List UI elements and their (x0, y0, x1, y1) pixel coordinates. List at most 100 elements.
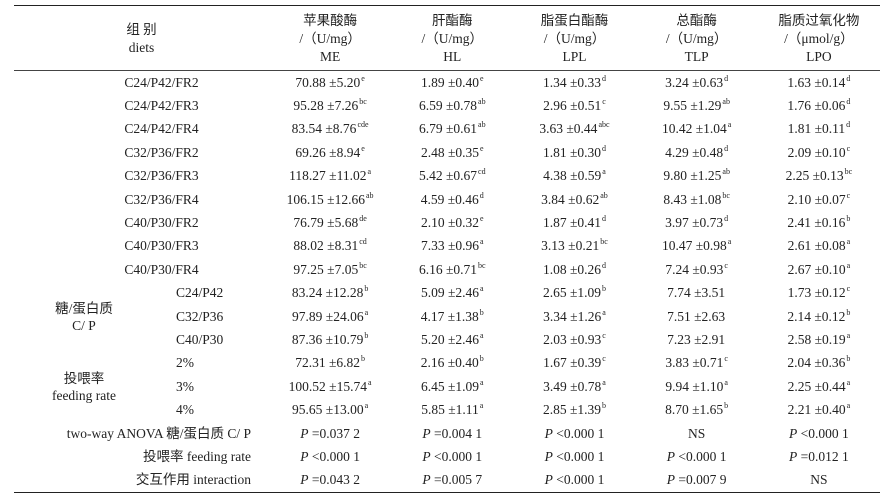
table-row: 4% 95.65 ±13.00a 5.85 ±1.11a 2.85 ±1.39b 8.7… (14, 398, 880, 421)
cell-tlp: 4.29 ±0.48d (636, 141, 758, 164)
cell-significance: a (846, 401, 851, 411)
cell-significance: a (846, 330, 851, 340)
cell-lpo: 2.61 ±0.08a (758, 235, 880, 258)
header-hl: 肝酯酶 /（U/mg） HL (391, 5, 514, 66)
cell-me: 70.88 ±5.20e (269, 70, 392, 95)
cell-significance: a (479, 401, 484, 411)
cell-significance: ab (722, 97, 730, 107)
table-row: 糖/蛋白质 C/ P C24/P42 83.24 ±12.28b 5.09 ±2.46a… (14, 282, 880, 333)
cell-significance: b (364, 330, 369, 340)
row-diet-label: C32/P36/FR2 (124, 144, 199, 160)
cell-significance: b (846, 307, 851, 317)
cell-me: 97.25 ±7.05bc (269, 258, 391, 281)
group-label-cn: 糖/蛋白质 (55, 300, 113, 316)
p-symbol: P (666, 448, 676, 464)
p-value: <0.000 1 (552, 472, 605, 488)
cell-significance: cd (478, 167, 486, 177)
cell-significance: a (480, 377, 484, 387)
row-diet-label: C40/P30/FR3 (124, 238, 199, 254)
cell-significance: d (601, 260, 606, 270)
p-symbol: P (789, 425, 798, 441)
header-lpl-abbr: LPL (562, 49, 587, 64)
cell-tlp: 7.23 ±2.91 (636, 328, 758, 351)
table-row: C40/P30/FR2 76.79 ±5.68de 2.10 ±0.32e 1.87 … (14, 211, 880, 234)
cell-lpl: 3.84 ±0.62ab (513, 188, 635, 211)
cell-value: 7.33 ±0.96 (420, 238, 480, 254)
row-level-label: C40/P30 (176, 331, 224, 347)
cell-significance: a (724, 377, 728, 387)
p-symbol: P (422, 425, 431, 441)
cell-significance: ab (722, 167, 730, 177)
cell-significance: b (601, 284, 606, 294)
cell-value: 1.34 ±0.33 (542, 74, 601, 90)
p-symbol: P (300, 448, 309, 464)
cell-value: 1.73 ±0.12 (787, 285, 846, 301)
cell-lpo: 2.14 ±0.12b (758, 305, 880, 328)
cell-tlp: 3.97 ±0.73d (636, 211, 758, 234)
cell-me: 76.79 ±5.68de (269, 211, 391, 234)
row-level-label: 3% (176, 378, 194, 394)
cell-lpl: 3.34 ±1.26a (513, 305, 635, 328)
row-diet-label: C24/P42/FR4 (124, 121, 199, 137)
cell-value: 2.48 ±0.35 (420, 144, 480, 160)
cell-me: 97.89 ±24.06a (269, 305, 391, 328)
p-value: =0.043 2 (308, 472, 360, 488)
table-row: 3% 100.52 ±15.74a 6.45 ±1.09a 3.49 ±0.78a 9.… (14, 375, 880, 398)
cell-value: 3.97 ±0.73 (665, 215, 724, 231)
cell-significance: bc (478, 260, 486, 270)
p-symbol: P (422, 472, 431, 488)
cell-tlp: 9.80 ±1.25ab (636, 165, 758, 188)
cell-hl: 2.48 ±0.35e (391, 141, 513, 164)
cell-tlp: 7.74 ±3.51 (636, 282, 758, 305)
table-row: C40/P30/FR3 88.02 ±8.31cd 7.33 ±0.96a 3.13 … (14, 235, 880, 258)
header-tlp: 总酯酶 /（U/mg） TLP (635, 5, 758, 66)
cell-value: 9.80 ±1.25 (663, 168, 722, 184)
cell-hl: 6.16 ±0.71bc (391, 258, 513, 281)
cell-significance: cd (359, 237, 367, 247)
cell-lpo: 1.63 ±0.14d (757, 70, 880, 95)
cell-hl: 5.20 ±2.46a (391, 328, 513, 351)
cell-value: 2.61 ±0.08 (787, 238, 846, 254)
cell-significance: abc (598, 120, 610, 130)
p-value: <0.000 1 (552, 425, 605, 441)
p-value: =0.007 9 (675, 472, 727, 488)
cell-tlp: 8.70 ±1.65b (636, 398, 758, 421)
cell-value: 2.09 ±0.10 (787, 144, 846, 160)
p-value: =0.004 1 (430, 425, 483, 441)
header-lpl-unit: /（U/mg） (543, 31, 606, 46)
cell-lpl: 1.87 ±0.41d (513, 211, 635, 234)
cell-value: 6.16 ±0.71 (418, 261, 478, 277)
cell-hl: 6.45 ±1.09a (391, 375, 513, 398)
header-tlp-unit: /（U/mg） (665, 31, 728, 46)
anova-me: P =0.037 2 (269, 422, 391, 445)
cell-hl: 5.85 ±1.11a (391, 398, 513, 421)
cell-significance: d (846, 97, 851, 107)
cell-value: 6.45 ±1.09 (420, 378, 480, 394)
cell-tlp: 7.51 ±2.63 (636, 305, 758, 328)
cell-value: 6.79 ±0.61 (418, 121, 478, 137)
cell-significance: c (602, 354, 606, 364)
cell-significance: d (601, 143, 606, 153)
cell-significance: c (724, 260, 728, 270)
cell-value: 2.14 ±0.12 (787, 308, 846, 324)
header-me-abbr: ME (319, 49, 341, 64)
table-row: C40/P30/FR4 97.25 ±7.05bc 6.16 ±0.71bc 1.08… (14, 258, 880, 281)
p-symbol: P (544, 448, 553, 464)
table-row: C32/P36/FR4 106.15 ±12.66ab 4.59 ±0.46d 3.8… (14, 188, 880, 211)
cell-value: 2.67 ±0.10 (787, 261, 846, 277)
cell-lpo: 2.58 ±0.19a (758, 328, 880, 351)
p-value: =0.037 2 (308, 425, 360, 441)
cell-value: 4.29 ±0.48 (665, 144, 724, 160)
cell-value: 8.43 ±1.08 (663, 191, 722, 207)
cell-me: 83.24 ±12.28b (269, 282, 391, 305)
cell-value: 100.52 ±15.74 (288, 378, 367, 394)
table-row: 投喂率 feeding rate 2% 72.31 ±6.82b 2.16 ±0.40b… (14, 352, 880, 403)
header-me-cn: 苹果酸酶 (303, 13, 358, 28)
cell-value: 2.96 ±0.51 (543, 98, 602, 114)
cell-significance: d (724, 73, 729, 83)
row-diet-label: C24/P42/FR3 (124, 98, 199, 114)
cell-value: 76.79 ±5.68 (293, 215, 359, 231)
cell-me: 106.15 ±12.66ab (269, 188, 391, 211)
